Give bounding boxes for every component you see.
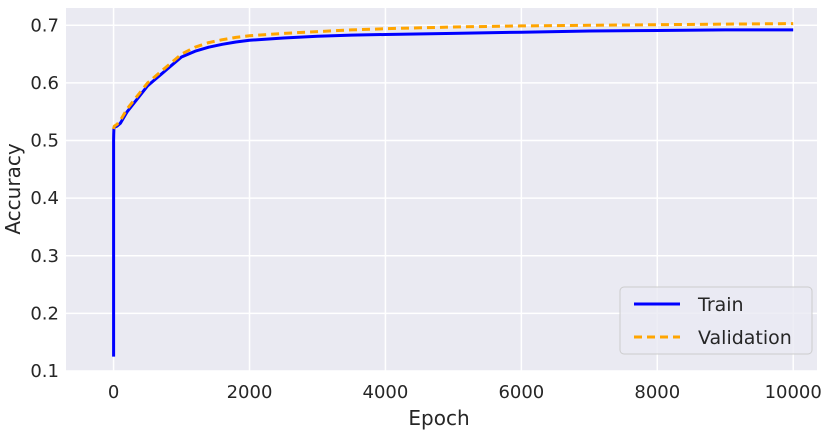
y-tick-label: 0.1: [30, 361, 59, 382]
x-tick-label: 10000: [765, 382, 822, 403]
grid: [66, 8, 817, 372]
y-tick-label: 0.3: [30, 246, 59, 267]
x-tick-label: 0: [108, 382, 119, 403]
y-tick-label: 0.2: [30, 303, 59, 324]
x-tick-label: 8000: [634, 382, 680, 403]
y-tick-label: 0.7: [30, 15, 59, 36]
y-axis-label: Accuracy: [1, 143, 25, 234]
legend-validation-label: Validation: [698, 327, 792, 349]
x-tick-label: 6000: [498, 382, 544, 403]
y-tick-label: 0.6: [30, 73, 59, 94]
x-tick-label: 2000: [227, 382, 273, 403]
series-group: [112, 22, 794, 357]
legend: Train Validation: [619, 286, 813, 355]
validation-line: [112, 22, 794, 130]
y-tick-label: 0.4: [30, 188, 59, 209]
x-tick-label: 4000: [363, 382, 409, 403]
y-tick-label: 0.5: [30, 131, 59, 152]
x-axis-label: Epoch: [408, 406, 469, 430]
y-tick-labels: 0.1 0.2 0.3 0.4 0.5 0.6 0.7: [30, 15, 59, 382]
x-tick-labels: 0 2000 4000 6000 8000 10000: [108, 382, 822, 403]
legend-train-label: Train: [697, 294, 744, 316]
